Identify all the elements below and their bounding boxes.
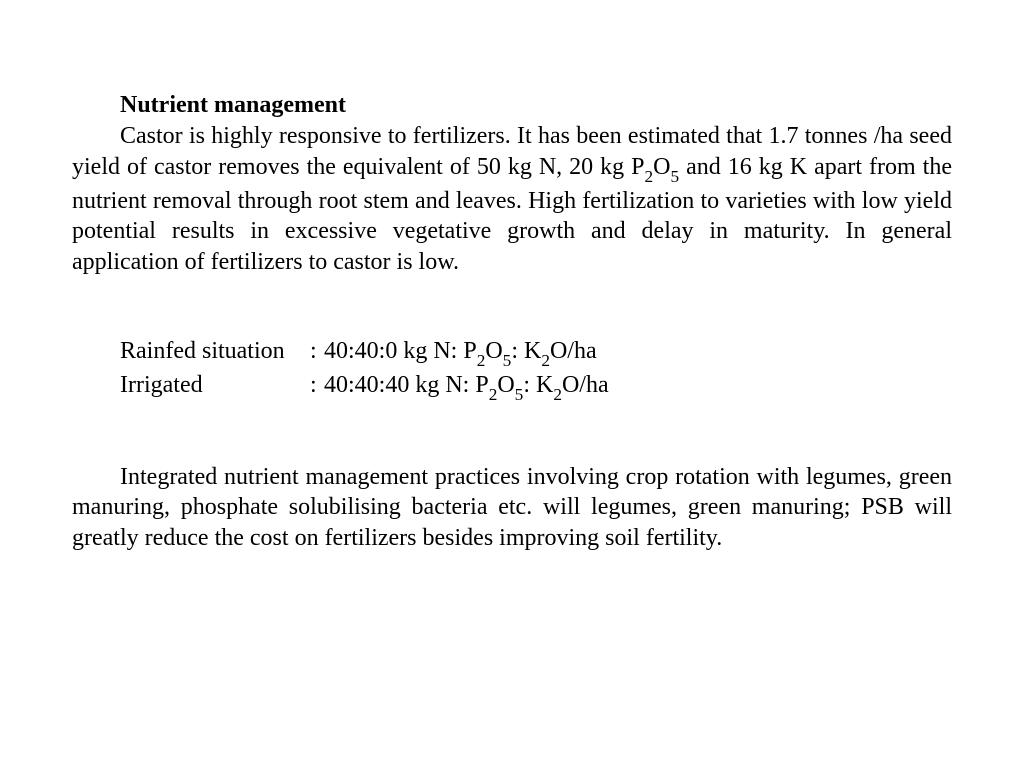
text-run: : K (511, 338, 541, 364)
subscript: 5 (670, 167, 679, 186)
recommendation-value: 40:40:0 kg N: P2O5: K2O/ha (324, 336, 597, 370)
section-heading: Nutrient management (120, 92, 952, 119)
text-run: O (653, 154, 670, 180)
recommendation-separator: : (310, 370, 324, 404)
recommendation-value: 40:40:40 kg N: P2O5: K2O/ha (324, 370, 609, 404)
text-run: 40:40:0 kg N: P (324, 338, 477, 364)
subscript: 2 (644, 167, 653, 186)
subscript: 5 (503, 351, 512, 370)
text-run: : K (523, 372, 553, 398)
text-run: O (485, 338, 502, 364)
recommendation-label: Rainfed situation (120, 336, 310, 370)
subscript: 2 (541, 351, 550, 370)
text-run: O (497, 372, 514, 398)
text-run: 40:40:40 kg N: P (324, 372, 489, 398)
recommendation-block: Rainfed situation : 40:40:0 kg N: P2O5: … (120, 336, 952, 404)
recommendation-separator: : (310, 336, 324, 370)
subscript: 2 (553, 385, 562, 404)
recommendation-row: Irrigated : 40:40:40 kg N: P2O5: K2O/ha (120, 370, 952, 404)
recommendation-label: Irrigated (120, 370, 310, 404)
text-run: O/ha (550, 338, 597, 364)
recommendation-row: Rainfed situation : 40:40:0 kg N: P2O5: … (120, 336, 952, 370)
subscript: 5 (515, 385, 524, 404)
text-run: O/ha (562, 372, 609, 398)
subscript: 2 (477, 351, 486, 370)
paragraph-intro: Castor is highly responsive to fertilize… (72, 121, 952, 278)
paragraph-conclusion: Integrated nutrient management practices… (72, 462, 952, 554)
subscript: 2 (489, 385, 498, 404)
